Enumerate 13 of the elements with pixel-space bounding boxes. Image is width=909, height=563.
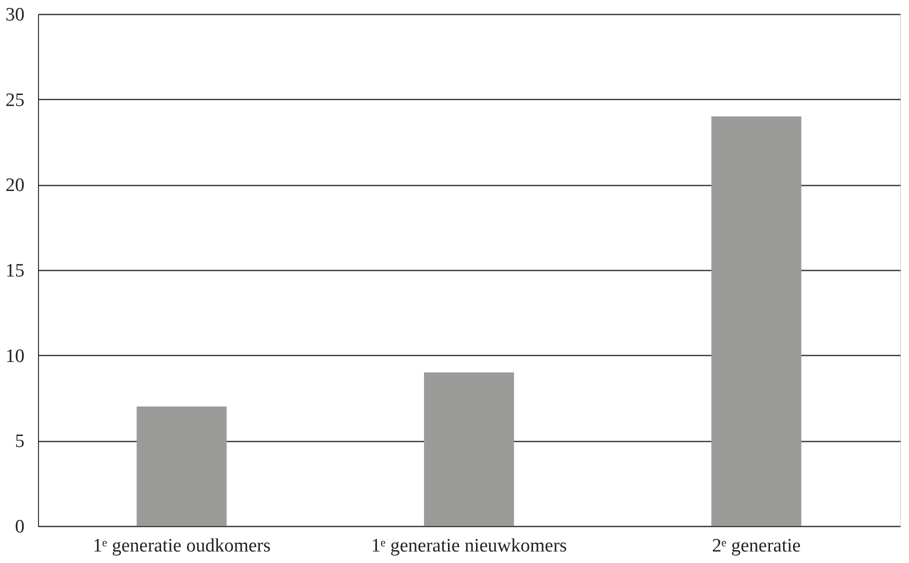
x-tick-label: 1ᵉ generatie oudkomers (92, 536, 271, 556)
bar (136, 406, 227, 526)
bar (424, 372, 514, 526)
y-tick-label: 20 (6, 175, 24, 196)
x-tick-label: 2ᵉ generatie (712, 536, 801, 556)
y-tick-label: 25 (6, 90, 24, 111)
x-tick-label: 1ᵉ generatie nieuwkomers (371, 536, 567, 556)
y-tick-label: 5 (15, 431, 24, 452)
y-tick-label: 0 (15, 516, 24, 538)
y-tick-label: 10 (6, 346, 24, 367)
bar (711, 116, 802, 526)
y-tick-label: 15 (6, 260, 24, 282)
y-tick-label: 30 (6, 4, 24, 26)
